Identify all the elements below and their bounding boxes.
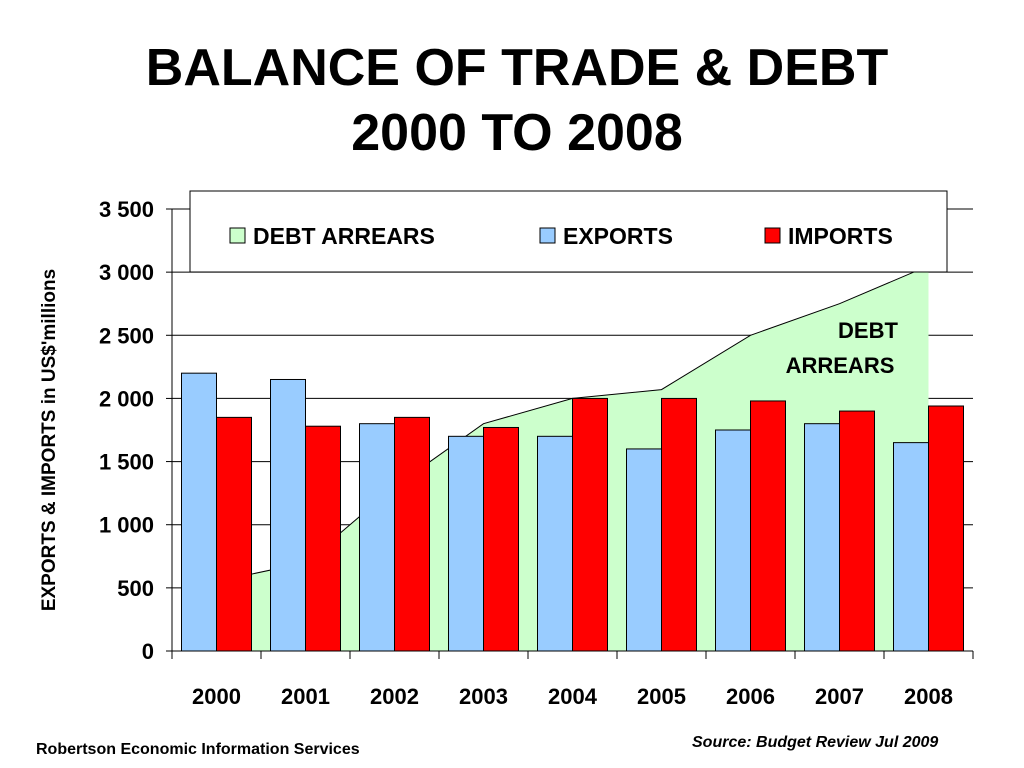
legend-label: EXPORTS	[563, 223, 673, 249]
imports-bar	[216, 416, 252, 652]
x-tick-label: 2003	[459, 684, 508, 709]
exports-bar	[270, 378, 306, 652]
x-tick-label: 2008	[904, 684, 953, 709]
imports-bar	[483, 426, 519, 652]
x-tick-label: 2002	[370, 684, 419, 709]
legend-swatch	[764, 227, 781, 244]
imports-bar	[305, 425, 341, 652]
y-tick-label: 500	[117, 576, 154, 601]
x-tick-label: 2007	[815, 684, 864, 709]
legend-swatch	[229, 227, 246, 244]
y-tick-label: 3 500	[99, 197, 154, 222]
imports-bar	[572, 397, 608, 652]
exports-bar	[181, 372, 217, 652]
imports-bar	[661, 397, 697, 652]
x-tick-label: 2006	[726, 684, 775, 709]
x-tick-label: 2005	[637, 684, 686, 709]
footer-source: Source: Budget Review Jul 2009	[692, 734, 939, 751]
y-tick-label: 2 000	[99, 386, 154, 411]
y-tick-label: 0	[142, 639, 154, 664]
legend-label: IMPORTS	[788, 223, 893, 249]
y-axis-label: EXPORTS & IMPORTS in US$'millions	[39, 269, 60, 611]
chart-title-line1: BALANCE OF TRADE & DEBT	[145, 39, 889, 97]
exports-bar	[715, 429, 751, 652]
exports-bar	[804, 423, 840, 652]
y-tick-label: 1 000	[99, 513, 154, 538]
chart-title-line2: 2000 TO 2008	[351, 104, 683, 162]
footer-credit: Robertson Economic Information Services	[36, 741, 360, 758]
x-tick-label: 2000	[192, 684, 241, 709]
exports-bar	[448, 435, 484, 652]
x-tick-label: 2001	[281, 684, 330, 709]
y-tick-label: 3 000	[99, 260, 154, 285]
exports-bar	[537, 435, 573, 652]
imports-bar	[928, 405, 964, 652]
exports-bar	[626, 448, 662, 652]
legend-label: DEBT ARREARS	[253, 223, 435, 249]
y-tick-label: 2 500	[99, 323, 154, 348]
legend-swatch	[539, 227, 556, 244]
y-tick-label: 1 500	[99, 450, 154, 475]
debt-arrears-annotation: DEBT	[838, 318, 898, 343]
imports-bar	[394, 416, 430, 652]
debt-arrears-annotation: ARREARS	[786, 353, 895, 378]
x-tick-label: 2004	[548, 684, 598, 709]
imports-bar	[750, 400, 786, 652]
legend-box	[189, 190, 948, 273]
imports-bar	[839, 410, 875, 652]
exports-bar	[359, 423, 395, 652]
exports-bar	[893, 442, 929, 652]
